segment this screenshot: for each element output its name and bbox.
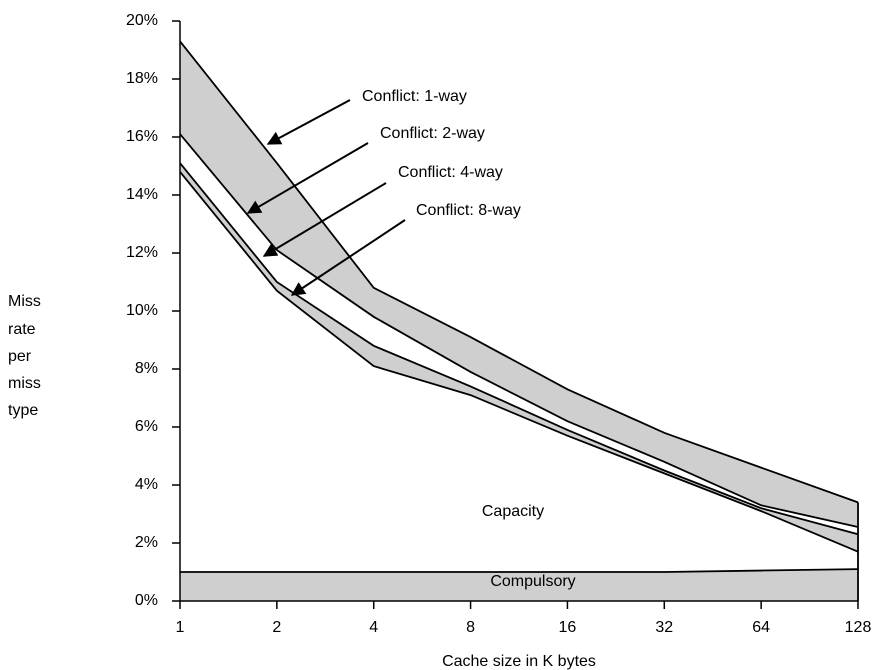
arrow bbox=[246, 142, 369, 214]
x-tick-label: 32 bbox=[655, 619, 673, 636]
x-tick-label: 8 bbox=[466, 619, 475, 636]
band-fill bbox=[180, 569, 858, 601]
x-tick-label: 4 bbox=[369, 619, 378, 636]
annotation: Conflict: 4-way bbox=[398, 164, 503, 181]
y-tick-label: 6% bbox=[135, 418, 158, 435]
annotation: Conflict: 8-way bbox=[416, 202, 521, 219]
series-line bbox=[179, 133, 859, 528]
y-tick-label: 8% bbox=[135, 360, 158, 377]
annotation: Conflict: 1-way bbox=[362, 88, 467, 105]
y-axis-label: miss bbox=[8, 375, 41, 392]
arrow bbox=[262, 182, 387, 257]
y-axis-label: per bbox=[8, 348, 32, 365]
region-label: Capacity bbox=[482, 503, 544, 520]
x-tick-label: 1 bbox=[176, 619, 185, 636]
x-tick-label: 16 bbox=[559, 619, 577, 636]
y-tick-label: 16% bbox=[126, 128, 158, 145]
y-tick-label: 14% bbox=[126, 186, 158, 203]
y-tick-label: 10% bbox=[126, 302, 158, 319]
axes bbox=[172, 20, 859, 609]
series-line bbox=[180, 568, 859, 573]
x-tick-label: 2 bbox=[272, 619, 281, 636]
y-tick-label: 20% bbox=[126, 12, 158, 29]
y-tick-label: 4% bbox=[135, 476, 158, 493]
annotation: Conflict: 2-way bbox=[380, 125, 485, 142]
x-tick-label: 128 bbox=[845, 619, 872, 636]
y-tick-label: 0% bbox=[135, 592, 158, 609]
y-tick-label: 12% bbox=[126, 244, 158, 261]
annotations: Conflict: 1-way Conflict: 2-way Conflict… bbox=[246, 88, 576, 590]
region-label: Compulsory bbox=[490, 573, 575, 590]
arrow bbox=[266, 99, 351, 145]
band-fill bbox=[180, 171, 858, 573]
x-axis-label: Cache size in K bytes bbox=[442, 653, 596, 670]
y-axis-label: rate bbox=[8, 321, 36, 338]
y-axis-label: Miss bbox=[8, 293, 41, 310]
arrow bbox=[290, 219, 406, 296]
series-line bbox=[179, 40, 859, 504]
y-tick-label: 18% bbox=[126, 70, 158, 87]
y-axis-label: type bbox=[8, 402, 38, 419]
series-line bbox=[179, 171, 859, 553]
y-tick-label: 2% bbox=[135, 534, 158, 551]
x-tick-label: 64 bbox=[752, 619, 770, 636]
